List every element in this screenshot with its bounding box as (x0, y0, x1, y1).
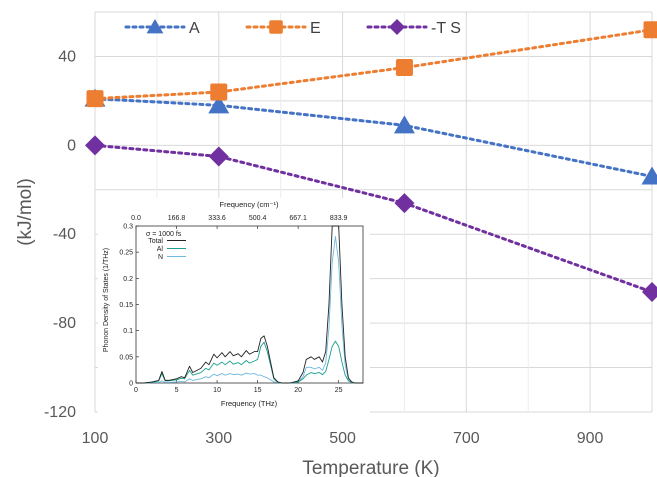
legend-label: -T S (431, 20, 461, 37)
inset-y-axis-title: Phonon Density of States (1/THz) (103, 248, 110, 352)
x-axis-title: Temperature (K) (302, 458, 439, 477)
inset-y-tick-label: 0 (129, 381, 133, 388)
inset-top-tick-label: 166.8 (168, 215, 186, 222)
series-line-e (93, 28, 654, 101)
inset-legend-label: Total (148, 238, 163, 245)
legend-label: A (189, 20, 200, 37)
inset-legend-label: N (158, 254, 163, 261)
y-tick-label: -40 (53, 226, 76, 243)
inset-x-axis-title: Frequency (THz) (221, 399, 278, 408)
data-point-square (210, 83, 228, 101)
data-point-triangle (208, 95, 230, 114)
inset-background (98, 198, 370, 420)
legend-marker-square (269, 20, 283, 34)
inset-series-line-al (136, 340, 363, 384)
legend-label: E (310, 20, 321, 37)
inset-x-tick-label: 15 (254, 387, 262, 394)
inset-top-axis-title: Frequency (cm⁻¹) (220, 200, 279, 209)
inset-y-tick-label: 0.15 (119, 302, 133, 309)
inset-top-tick-label: 833.9 (330, 215, 348, 222)
data-point-triangle (393, 115, 415, 134)
data-point-square (395, 59, 413, 77)
inset-phonon-dos-chart: 00.05166.810333.615500.420667.125833.900… (98, 198, 370, 420)
x-tick-label: 100 (82, 430, 109, 447)
data-point-diamond (208, 146, 229, 167)
data-point-diamond (394, 193, 415, 214)
inset-legend-label: Al (157, 246, 164, 253)
y-tick-label: 40 (58, 48, 76, 65)
inset-y-tick-label: 0.25 (119, 250, 133, 257)
inset-top-tick-label: 333.6 (208, 215, 226, 222)
inset-x-tick-label: 10 (213, 387, 221, 394)
inset-top-tick-label: 500.4 (249, 215, 267, 222)
legend-marker-triangle (146, 19, 164, 34)
inset-x-tick-label: 20 (294, 387, 302, 394)
data-point-triangle (641, 166, 657, 185)
inset-series-group (136, 225, 363, 384)
y-tick-label: -80 (53, 315, 76, 332)
data-point-square (643, 21, 657, 39)
series-line-a (93, 97, 654, 178)
series-line--ts (93, 143, 654, 294)
data-point-diamond (85, 135, 105, 156)
inset-y-tick-label: 0.1 (123, 328, 133, 335)
y-axis-title: (kJ/mol) (15, 178, 36, 246)
inset-x-tick-label: 5 (175, 387, 179, 394)
inset-y-tick-label: 0.2 (123, 276, 133, 283)
x-tick-label: 300 (205, 430, 232, 447)
inset-annotation: σ = 1000 fs (146, 231, 182, 238)
inset-top-tick-label: 0.0 (131, 215, 141, 222)
y-tick-label: 0 (67, 137, 76, 154)
inset-series-line-total (136, 225, 363, 384)
inset-x-tick-label: 25 (335, 387, 343, 394)
x-tick-label: 500 (329, 430, 356, 447)
inset-y-tick-label: 0.3 (123, 224, 133, 231)
data-point-square (86, 90, 104, 108)
legend: A E -T S (124, 19, 461, 37)
inset-tick-labels: 00.05166.810333.615500.420667.125833.900… (119, 215, 347, 394)
inset-series-line-n (136, 236, 363, 384)
legend-marker-diamond (389, 19, 405, 35)
data-point-diamond (642, 282, 657, 302)
main-series-group (84, 21, 657, 302)
inset-y-tick-label: 0.05 (119, 354, 133, 361)
inset-x-tick-label: 0 (134, 387, 138, 394)
x-tick-label: 900 (577, 430, 604, 447)
inset-top-tick-label: 667.1 (289, 215, 307, 222)
y-tick-label: -120 (44, 404, 76, 421)
x-tick-label: 700 (453, 430, 480, 447)
